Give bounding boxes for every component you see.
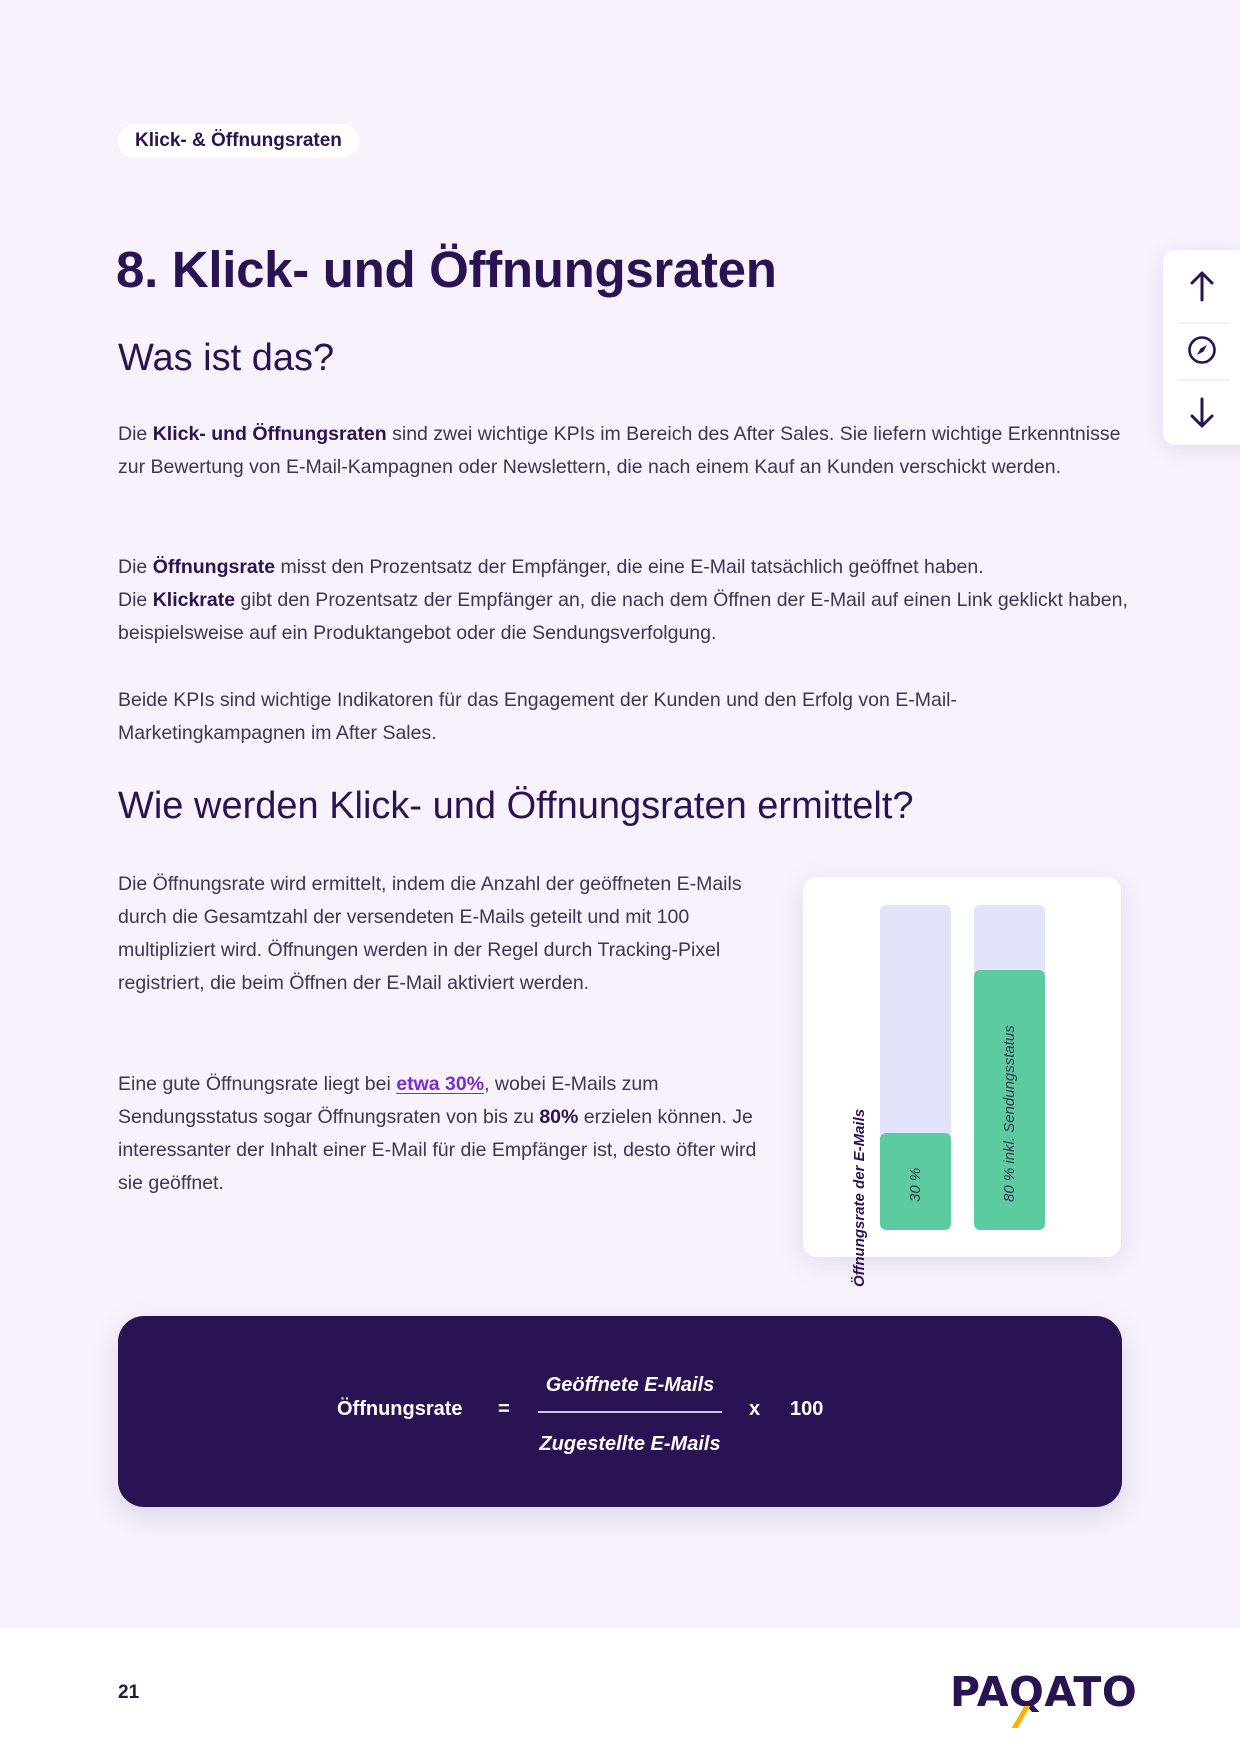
bar-label-text: 80 % inkl. Sendungsstatus: [1000, 1025, 1018, 1202]
scroll-up-button[interactable]: [1163, 256, 1240, 316]
arrow-down-icon: [1190, 397, 1213, 428]
formula-denominator: Zugestellte E-Mails: [539, 1433, 721, 1455]
text: erzielen können. Je interessanter der In…: [118, 1106, 757, 1194]
section-tag: Klick- & Öffnungsraten: [118, 124, 359, 158]
calculation-paragraph: Die Öffnungsrate wird ermittelt, indem d…: [118, 873, 742, 994]
summary-paragraph: Beide KPIs sind wichtige Indikatoren für…: [118, 689, 957, 744]
bar-track-30: 30 %: [880, 905, 951, 1230]
bar-80-percent: 80 % inkl. Sendungsstatus: [974, 970, 1045, 1230]
benchmark-link[interactable]: etwa 30%: [396, 1073, 485, 1095]
bar-30-percent: 30 %: [880, 1133, 951, 1230]
divider: [1177, 379, 1230, 381]
arrow-up-icon: [1190, 271, 1213, 302]
paqato-logo: PAQATO: [950, 1668, 1138, 1728]
formula-lhs: Öffnungsrate: [337, 1398, 463, 1420]
text: , wobei E-Mails zum Sendungsstatus sogar…: [118, 1073, 659, 1128]
bold-term: 80%: [539, 1106, 579, 1128]
section-heading-what: Was ist das?: [118, 337, 335, 379]
text: Eine gute Öffnungsrate liegt bei: [118, 1073, 397, 1095]
section-heading-how: Wie werden Klick- und Öffnungsraten ermi…: [118, 785, 914, 827]
text: sind zwei wichtige KPIs im Bereich des A…: [118, 423, 1121, 478]
bar-track-80: 80 % inkl. Sendungsstatus: [974, 905, 1045, 1230]
text: misst den Prozentsatz der Empfänger, die…: [275, 556, 984, 578]
open-rate-chart: Öffnungsrate der E-Mails 30 % 80 % inkl.…: [803, 877, 1121, 1287]
intro-paragraph: Die Klick- und Öffnungsraten sind zwei w…: [118, 418, 1128, 484]
text: Die: [118, 556, 153, 578]
page-number: 21: [118, 1682, 140, 1703]
bold-term: Klickrate: [152, 589, 236, 611]
benchmark-paragraph: Eine gute Öffnungsrate liegt bei etwa 30…: [118, 1068, 768, 1200]
scroll-down-button[interactable]: [1163, 383, 1240, 443]
formula-times: x: [749, 1398, 761, 1420]
page-title: 8. Klick- und Öffnungsraten: [116, 241, 777, 298]
bar-label-text: 30 %: [906, 1167, 924, 1202]
bold-term: Öffnungsrate: [152, 556, 276, 578]
logo-text: PAQATO: [950, 1668, 1138, 1716]
divider: [1177, 322, 1230, 324]
definition-paragraph: Die Öffnungsrate misst den Prozentsatz d…: [118, 551, 1128, 650]
open-rate-formula: Öffnungsrate = Geöffnete E-Mails Zugeste…: [118, 1316, 1122, 1507]
text: Die: [118, 589, 153, 611]
formula-factor: 100: [790, 1398, 824, 1420]
compass-icon: [1187, 336, 1216, 364]
page-footer: 21 PAQATO: [0, 1628, 1240, 1754]
fraction-bar: [538, 1411, 722, 1413]
formula-numerator: Geöffnete E-Mails: [545, 1374, 715, 1396]
text: gibt den Prozentsatz der Empfänger an, d…: [118, 589, 1128, 644]
compass-button[interactable]: [1163, 320, 1240, 380]
bold-term: Klick- und Öffnungsraten: [152, 423, 387, 445]
text: Die: [118, 423, 153, 445]
y-axis-label-text: Öffnungsrate der E-Mails: [851, 1108, 868, 1287]
formula-equals: =: [498, 1398, 510, 1420]
page-nav-panel: [1163, 250, 1240, 445]
